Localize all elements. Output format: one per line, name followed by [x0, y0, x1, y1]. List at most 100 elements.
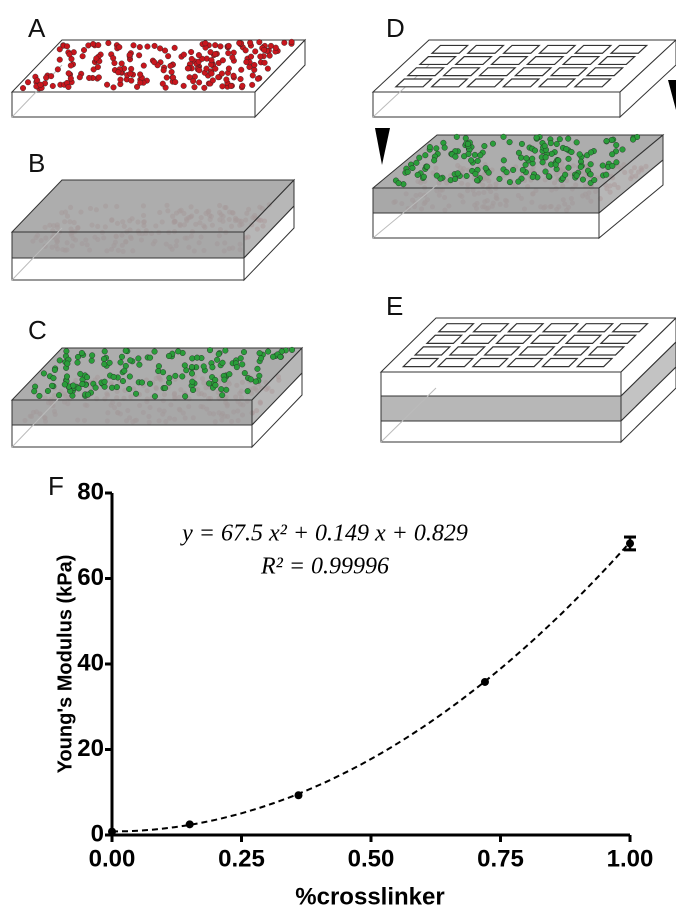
- particle: [441, 144, 448, 151]
- y-tick-label: 80: [77, 478, 104, 505]
- data-point: [480, 677, 489, 686]
- particle: [127, 70, 134, 77]
- particle: [151, 59, 158, 66]
- particle: [609, 151, 616, 158]
- particle: [468, 157, 475, 164]
- particle: [249, 81, 256, 88]
- particle: [184, 65, 191, 72]
- particle: [189, 355, 196, 362]
- well: [454, 56, 493, 66]
- particle: [532, 147, 539, 154]
- particle: [254, 365, 261, 372]
- particle: [95, 74, 102, 81]
- panel-label: F: [48, 471, 64, 501]
- slab-front: [11, 231, 245, 259]
- particle: [431, 157, 438, 164]
- particle: [576, 151, 583, 158]
- panel-label: E: [386, 291, 403, 321]
- particle: [56, 357, 63, 364]
- x-axis-title: %crosslinker: [295, 883, 444, 910]
- particle: [270, 353, 277, 360]
- particle: [126, 386, 133, 393]
- particle: [452, 176, 459, 183]
- particle: [229, 54, 236, 61]
- particle: [266, 52, 273, 59]
- particle: [529, 174, 536, 181]
- particle: [138, 379, 145, 386]
- slab-edge: [11, 394, 63, 448]
- particle: [94, 64, 101, 71]
- data-point: [294, 791, 303, 800]
- particle: [214, 356, 221, 363]
- particle: [190, 386, 197, 393]
- particle: [182, 393, 189, 400]
- particle: [134, 83, 141, 90]
- particle: [464, 140, 471, 147]
- particle: [452, 153, 459, 160]
- particle: [254, 75, 261, 82]
- particle: [414, 171, 421, 178]
- slab-front: [380, 395, 622, 422]
- particle: [43, 74, 50, 81]
- particle: [563, 146, 570, 153]
- particle: [48, 73, 55, 80]
- slab-edge: [380, 387, 437, 443]
- particle: [556, 136, 563, 143]
- particle: [74, 359, 81, 366]
- particle: [212, 376, 219, 383]
- particle: [200, 363, 207, 370]
- particle: [163, 74, 170, 81]
- particle: [587, 149, 594, 156]
- particle: [241, 370, 248, 377]
- particle: [404, 168, 411, 175]
- slab-front: [11, 424, 253, 448]
- particle: [506, 179, 513, 186]
- particle: [165, 352, 172, 359]
- particle: [261, 46, 268, 53]
- particle: [565, 155, 572, 162]
- slab-front: [380, 371, 622, 397]
- particle: [101, 361, 108, 368]
- particle: [619, 146, 626, 153]
- slab-front: [380, 420, 622, 443]
- particle: [86, 74, 93, 81]
- particle: [128, 77, 135, 84]
- particle: [196, 67, 203, 74]
- panel-label: D: [386, 13, 405, 43]
- particle: [237, 355, 244, 362]
- particle: [133, 390, 140, 397]
- particle: [609, 162, 616, 169]
- particle: [84, 391, 91, 398]
- particle: [118, 60, 125, 67]
- particle: [151, 393, 158, 400]
- particle: [101, 378, 108, 385]
- well: [436, 357, 475, 368]
- particle: [257, 53, 264, 60]
- particle: [48, 382, 55, 389]
- particle: [613, 159, 620, 166]
- particle: [157, 45, 164, 52]
- well: [430, 44, 470, 54]
- particle: [162, 47, 169, 54]
- particle: [249, 72, 256, 79]
- particle: [88, 357, 95, 364]
- particle: [218, 70, 225, 77]
- particle: [75, 385, 82, 392]
- particle: [474, 157, 481, 164]
- particle: [50, 375, 57, 382]
- particle: [529, 155, 536, 162]
- particle: [463, 172, 470, 179]
- particle: [34, 77, 41, 84]
- particle: [539, 159, 546, 166]
- well: [506, 323, 545, 333]
- particle: [188, 49, 195, 56]
- particle: [608, 137, 615, 144]
- particle: [519, 166, 526, 173]
- particle: [212, 51, 219, 58]
- particle: [482, 165, 489, 172]
- well: [599, 334, 638, 344]
- arrow-marker: [668, 80, 676, 110]
- particle: [587, 161, 594, 168]
- particle: [515, 149, 522, 156]
- particle: [56, 56, 63, 63]
